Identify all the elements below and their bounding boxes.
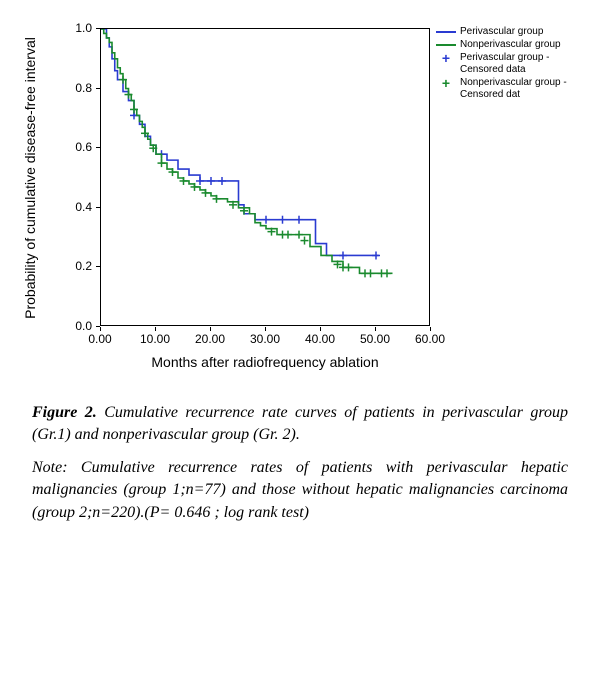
x-tick-mark bbox=[100, 327, 101, 331]
x-tick-mark bbox=[210, 327, 211, 331]
censor-marker bbox=[367, 269, 375, 277]
legend-label: Perivascular group bbox=[460, 26, 543, 38]
figure-caption: Figure 2. Cumulative recurrence rate cur… bbox=[32, 402, 568, 447]
censor-marker bbox=[279, 216, 287, 224]
y-tick-mark bbox=[96, 147, 100, 148]
censor-marker bbox=[301, 237, 309, 245]
censor-marker bbox=[339, 251, 347, 259]
censor-marker bbox=[295, 216, 303, 224]
x-tick-label: 10.00 bbox=[140, 332, 170, 346]
survival-curve bbox=[101, 29, 393, 273]
censor-marker bbox=[284, 231, 292, 239]
legend-swatch-line bbox=[436, 31, 456, 33]
legend-label: Perivascular group - Censored data bbox=[460, 52, 568, 76]
y-tick-mark bbox=[96, 266, 100, 267]
note-label: Note: bbox=[32, 459, 68, 476]
legend-swatch-line bbox=[436, 44, 456, 46]
x-tick-label: 40.00 bbox=[305, 332, 335, 346]
x-tick-label: 20.00 bbox=[195, 332, 225, 346]
censor-marker bbox=[158, 159, 166, 167]
censor-marker bbox=[345, 263, 353, 271]
legend: Perivascular groupNonperivascular group+… bbox=[436, 26, 568, 102]
y-tick-mark bbox=[96, 207, 100, 208]
censor-marker bbox=[196, 177, 204, 185]
legend-swatch-marker: + bbox=[436, 52, 456, 64]
legend-item: + Nonperivascular group - Censored dat bbox=[436, 77, 568, 101]
y-tick-label: 0.4 bbox=[32, 200, 92, 214]
y-tick-label: 0.2 bbox=[32, 259, 92, 273]
figure-caption-text: Cumulative recurrence rate curves of pat… bbox=[32, 404, 568, 443]
x-tick-mark bbox=[265, 327, 266, 331]
x-tick-label: 60.00 bbox=[415, 332, 445, 346]
censor-marker bbox=[218, 177, 226, 185]
y-tick-mark bbox=[96, 88, 100, 89]
censor-marker bbox=[262, 216, 270, 224]
x-tick-mark bbox=[375, 327, 376, 331]
censor-marker bbox=[295, 231, 303, 239]
note-text: Cumulative recurrence rates of patients … bbox=[32, 459, 568, 521]
x-tick-mark bbox=[320, 327, 321, 331]
legend-label: Nonperivascular group bbox=[460, 39, 561, 51]
legend-item: Perivascular group bbox=[436, 26, 568, 38]
y-tick-label: 1.0 bbox=[32, 21, 92, 35]
x-tick-label: 50.00 bbox=[360, 332, 390, 346]
km-plot-svg bbox=[101, 29, 431, 327]
x-axis-label: Months after radiofrequency ablation bbox=[100, 354, 430, 370]
legend-item: Nonperivascular group bbox=[436, 39, 568, 51]
censor-marker bbox=[207, 177, 215, 185]
chart-area: Probability of cumulative disease-free i… bbox=[32, 20, 568, 380]
figure-container: Probability of cumulative disease-free i… bbox=[0, 0, 600, 554]
x-tick-label: 0.00 bbox=[88, 332, 111, 346]
survival-curve bbox=[101, 29, 379, 255]
legend-item: + Perivascular group - Censored data bbox=[436, 52, 568, 76]
figure-label: Figure 2. bbox=[32, 404, 97, 421]
x-tick-mark bbox=[430, 327, 431, 331]
censor-marker bbox=[372, 251, 380, 259]
x-tick-label: 30.00 bbox=[250, 332, 280, 346]
y-tick-label: 0.8 bbox=[32, 81, 92, 95]
plot-box bbox=[100, 28, 430, 326]
censor-marker bbox=[383, 269, 391, 277]
figure-note: Note: Cumulative recurrence rates of pat… bbox=[32, 457, 568, 524]
y-tick-mark bbox=[96, 28, 100, 29]
legend-swatch-marker: + bbox=[436, 77, 456, 89]
legend-label: Nonperivascular group - Censored dat bbox=[460, 77, 568, 101]
y-axis-label: Probability of cumulative disease-free i… bbox=[22, 37, 38, 319]
y-tick-label: 0.6 bbox=[32, 140, 92, 154]
y-tick-label: 0.0 bbox=[32, 319, 92, 333]
x-tick-mark bbox=[155, 327, 156, 331]
